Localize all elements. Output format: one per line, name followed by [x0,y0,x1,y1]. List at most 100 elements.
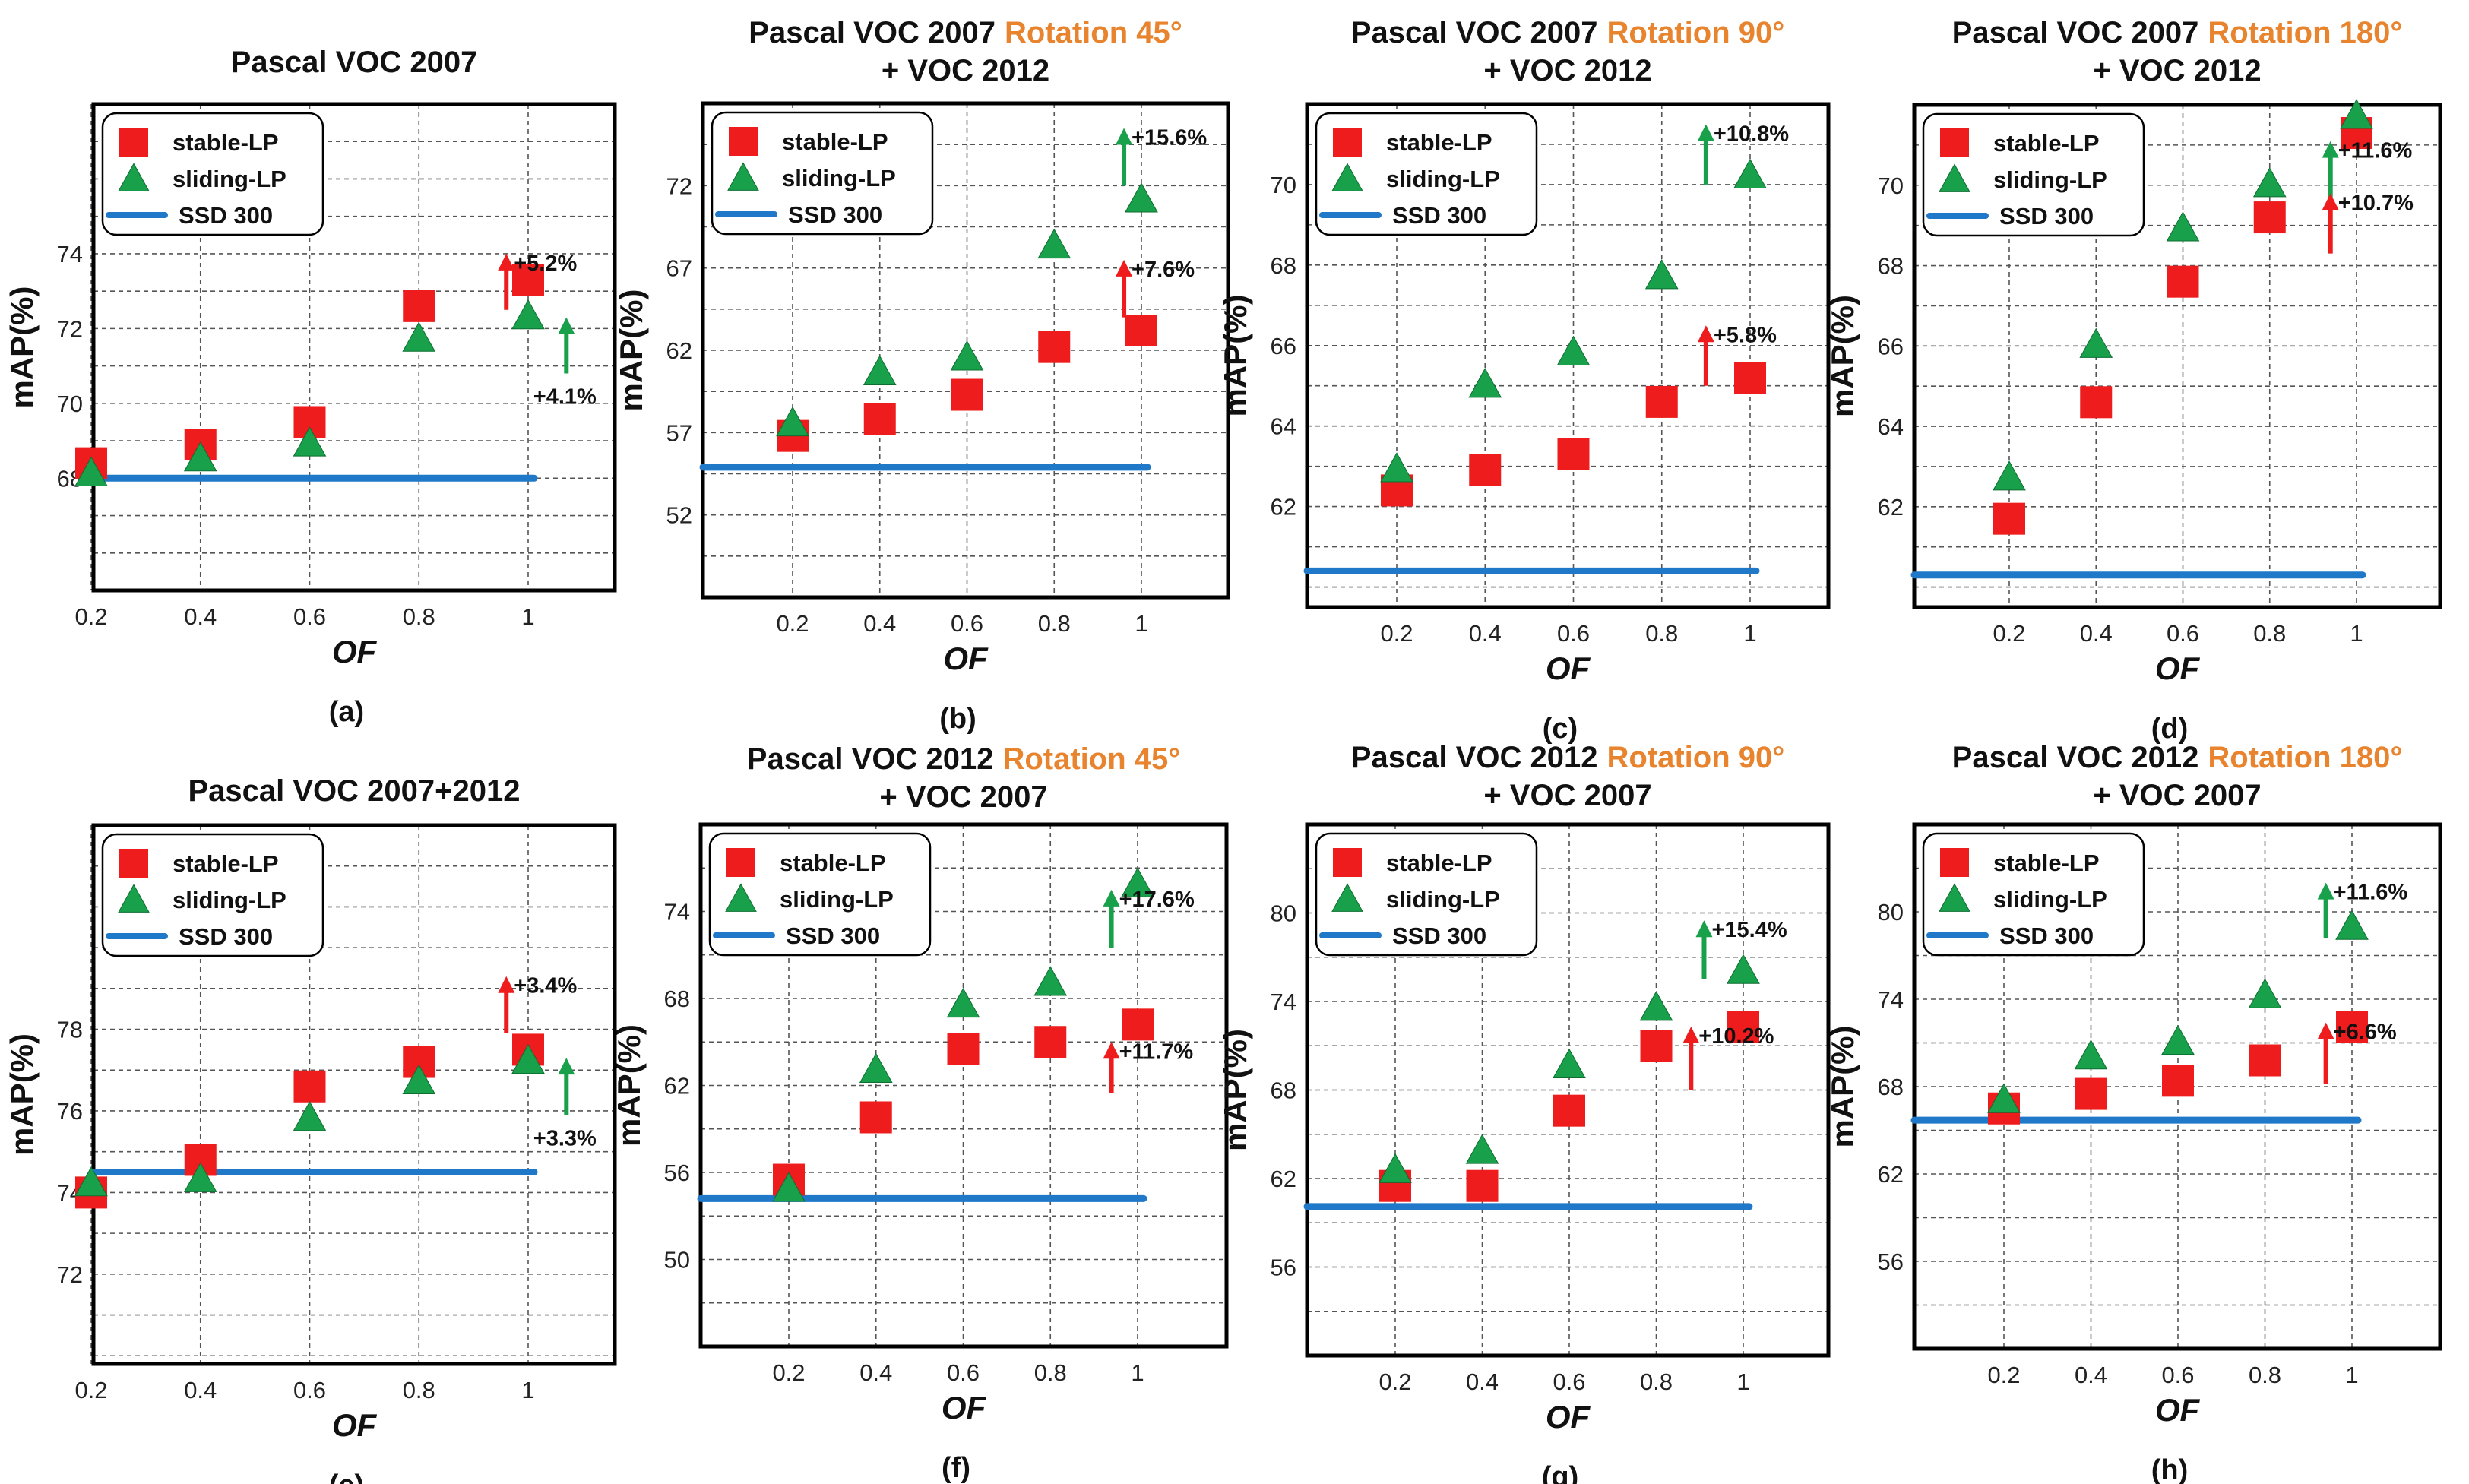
legend: stable-LP sliding-LP SSD 300 [1922,832,2145,957]
stable-lp-point [1727,1011,1759,1043]
y-tick-label: 72 [57,1261,83,1288]
sliding-lp-point [402,1064,436,1095]
annotation-label: +5.8% [1714,323,1777,347]
plot-frame [1912,103,2442,609]
y-axis-label: mAP(%) [4,1033,40,1156]
legend-stable-marker [119,128,148,157]
chart-title-accent: Rotation 90° [1606,741,1784,774]
chart-title-accent: Rotation 180° [2208,741,2402,774]
y-axis-label: mAP(%) [1825,295,1860,417]
legend-sliding-label: sliding-LP [173,166,286,192]
x-tick-label: 0.4 [184,1377,217,1403]
sliding-lp-point [74,456,108,487]
legend-stable-marker [1333,848,1362,877]
sliding-lp-point [2248,978,2282,1008]
y-tick-label: 67 [666,255,692,282]
stable-lp-point [1645,385,1678,418]
sliding-lp-point [1033,966,1068,996]
sliding-lp-point [1121,867,1154,897]
y-tick-label: 70 [1271,172,1296,198]
annotation-arrow-head [2317,1022,2334,1039]
y-tick-label: 57 [666,419,692,446]
legend-stable-label: stable-LP [1386,850,1492,876]
legend-box [1315,112,1538,236]
legend-sliding-label: sliding-LP [1993,886,2107,913]
x-tick-label: 0.8 [2249,1362,2281,1388]
chart-panel-4: Pascal VOC 2007 Rotation 180° + VOC 2012 62… [1825,16,2442,745]
chart-title-main: Pascal VOC 2012 [1952,741,2199,774]
y-tick-label: 68 [1878,1074,1904,1100]
chart-title: Pascal VOC 2007 [231,46,478,79]
stable-lp-point [2162,1065,2194,1097]
panel-label: (b) [939,703,977,735]
legend-box [1922,112,2145,237]
legend-stable-marker [1940,128,1969,157]
sliding-lp-point [1733,158,1767,188]
sliding-lp-point [293,1101,327,1131]
plot-frame [1305,822,1831,1358]
chart-subtitle: + VOC 2007 [2093,779,2261,812]
legend: stable-LP sliding-LP SSD 300 [711,111,934,236]
x-axis-label: OF [332,1407,378,1443]
x-tick-label: 0.2 [1380,620,1413,647]
y-tick-label: 74 [664,899,690,926]
annotation-arrow-head [2322,141,2339,158]
sliding-lp-point [1987,1083,2021,1113]
plot-frame [1912,822,2442,1351]
x-tick-label: 0.8 [1640,1369,1673,1395]
chart-title-accent: Rotation 45° [1002,742,1180,776]
legend: stable-LP sliding-LP SSD 300 [708,832,932,957]
y-tick-label: 66 [1271,333,1296,359]
legend-stable-label: stable-LP [173,850,279,877]
legend: stable-LP sliding-LP SSD 300 [101,112,324,236]
stable-lp-point [403,290,435,322]
stable-lp-point [863,403,896,435]
annotation-label: +11.6% [2338,139,2413,163]
x-tick-label: 0.2 [772,1359,805,1386]
stable-lp-point [2075,1077,2107,1110]
chart-panel-3: Pascal VOC 2007 Rotation 90° + VOC 2012 62 6… [1217,16,1831,745]
y-tick-label: 52 [666,502,692,529]
stable-lp-point [1993,502,2025,535]
annotation-label: +3.3% [533,1126,597,1150]
panel-label: (d) [2151,713,2189,745]
x-tick-label: 1 [1135,610,1147,637]
chart-title-accent: Rotation 45° [1005,16,1182,49]
legend-box [101,112,324,236]
panel-label: (h) [2151,1454,2189,1484]
chart-title: Pascal VOC 2012 Rotation 90° [1351,741,1784,774]
x-tick-label: 0.6 [293,1377,326,1403]
y-axis-label: mAP(%) [1825,1025,1860,1147]
y-tick-label: 76 [57,1098,83,1125]
annotation-label: +15.6% [1132,126,1207,150]
x-tick-label: 1 [1743,620,1756,647]
legend-stable-marker [1333,128,1362,157]
x-tick-label: 1 [521,1377,534,1403]
sliding-lp-point [183,441,217,472]
annotation-label: +10.7% [2338,191,2414,215]
sliding-lp-point [950,340,984,371]
annotation-arrow-head [1103,1042,1120,1059]
x-tick-label: 0.2 [1993,620,2025,647]
legend-ssd-label: SSD 300 [1999,203,2094,229]
sliding-lp-point [1379,1153,1412,1183]
chart-title: Pascal VOC 2007+2012 [188,774,520,808]
x-axis-label: OF [943,641,989,676]
y-tick-label: 74 [1878,986,1904,1013]
chart-title-accent: Rotation 180° [2208,16,2402,49]
stable-lp-point [1125,315,1157,346]
annotation-arrow-head [1682,1027,1700,1044]
y-tick-label: 56 [1878,1248,1904,1275]
panel-label: (a) [329,696,364,728]
x-tick-label: 0.6 [1553,1369,1585,1395]
annotation-label: +10.8% [1714,122,1789,146]
x-tick-label: 0.6 [1557,620,1590,647]
stable-lp-point [2253,201,2286,234]
x-axis-label: OF [2155,1392,2201,1428]
x-tick-label: 0.8 [1645,620,1678,647]
chart-title-main: Pascal VOC 2007 [749,16,996,49]
y-tick-label: 72 [666,172,692,199]
y-tick-label: 50 [664,1247,690,1274]
y-tick-label: 74 [57,241,83,267]
annotation-label: +11.7% [1119,1039,1194,1064]
